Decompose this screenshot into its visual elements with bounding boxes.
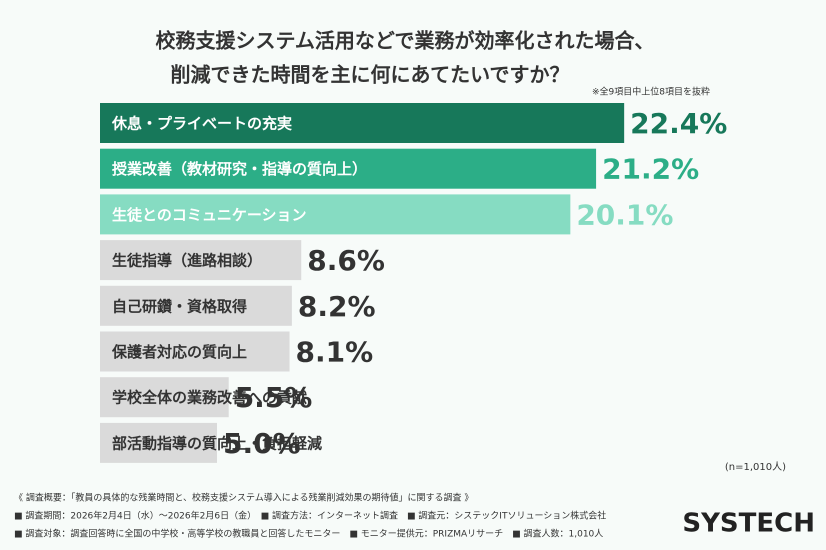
- note: ※全9項目中上位8項目を抜粋: [592, 86, 710, 98]
- bar: [100, 240, 302, 281]
- bar: [100, 422, 217, 463]
- bar: [100, 377, 229, 418]
- value-label: 21.2%: [602, 153, 699, 186]
- bar: [100, 103, 625, 143]
- category-label: 学校全体の業務改善への貢献: [112, 389, 307, 407]
- sample-size: (n=1,010人): [725, 461, 786, 473]
- bar: [100, 148, 597, 189]
- category-label: 部活動指導の質向上・負担軽減: [112, 434, 322, 452]
- footer-line: ■ 調査対象：調査回答時に全国の中学校・高等学校の教職員と回答したモニター ■ …: [14, 528, 603, 540]
- bar: [100, 194, 571, 235]
- category-label: 生徒指導（進路相談）: [112, 252, 262, 270]
- category-label: 生徒とのコミュニケーション: [112, 206, 307, 224]
- bar: [100, 285, 292, 326]
- chart-subtitle: 削減できた時間を主に何にあてたいですか？: [171, 63, 570, 87]
- value-label: 8.1%: [296, 336, 374, 369]
- category-label: 休息・プライベートの充実: [111, 115, 292, 133]
- category-label: 保護者対応の質向上: [111, 343, 247, 361]
- value-label: 8.2%: [298, 290, 376, 323]
- category-label: 授業改善（教材研究・指導の質向上）: [112, 160, 367, 178]
- value-label: 8.6%: [307, 244, 385, 277]
- bar: [100, 331, 290, 372]
- category-label: 自己研鑽・資格取得: [112, 297, 247, 315]
- footer-line: 《 調査概要：「教員の具体的な残業時間と、校務支援システム導入による残業削減効果…: [14, 492, 473, 504]
- footer-line: ■ 調査期間：2026年2月4日（水）〜2026年2月6日（金） ■ 調査方法：…: [14, 510, 606, 522]
- value-label: 5.0%: [223, 427, 301, 460]
- value-label: 22.4%: [630, 107, 727, 140]
- logo: SYSTECH: [682, 509, 815, 539]
- value-label: 5.5%: [235, 381, 313, 414]
- value-label: 20.1%: [576, 198, 673, 231]
- chart-title: 校務支援システム活用などで業務が効率化された場合、: [156, 29, 655, 53]
